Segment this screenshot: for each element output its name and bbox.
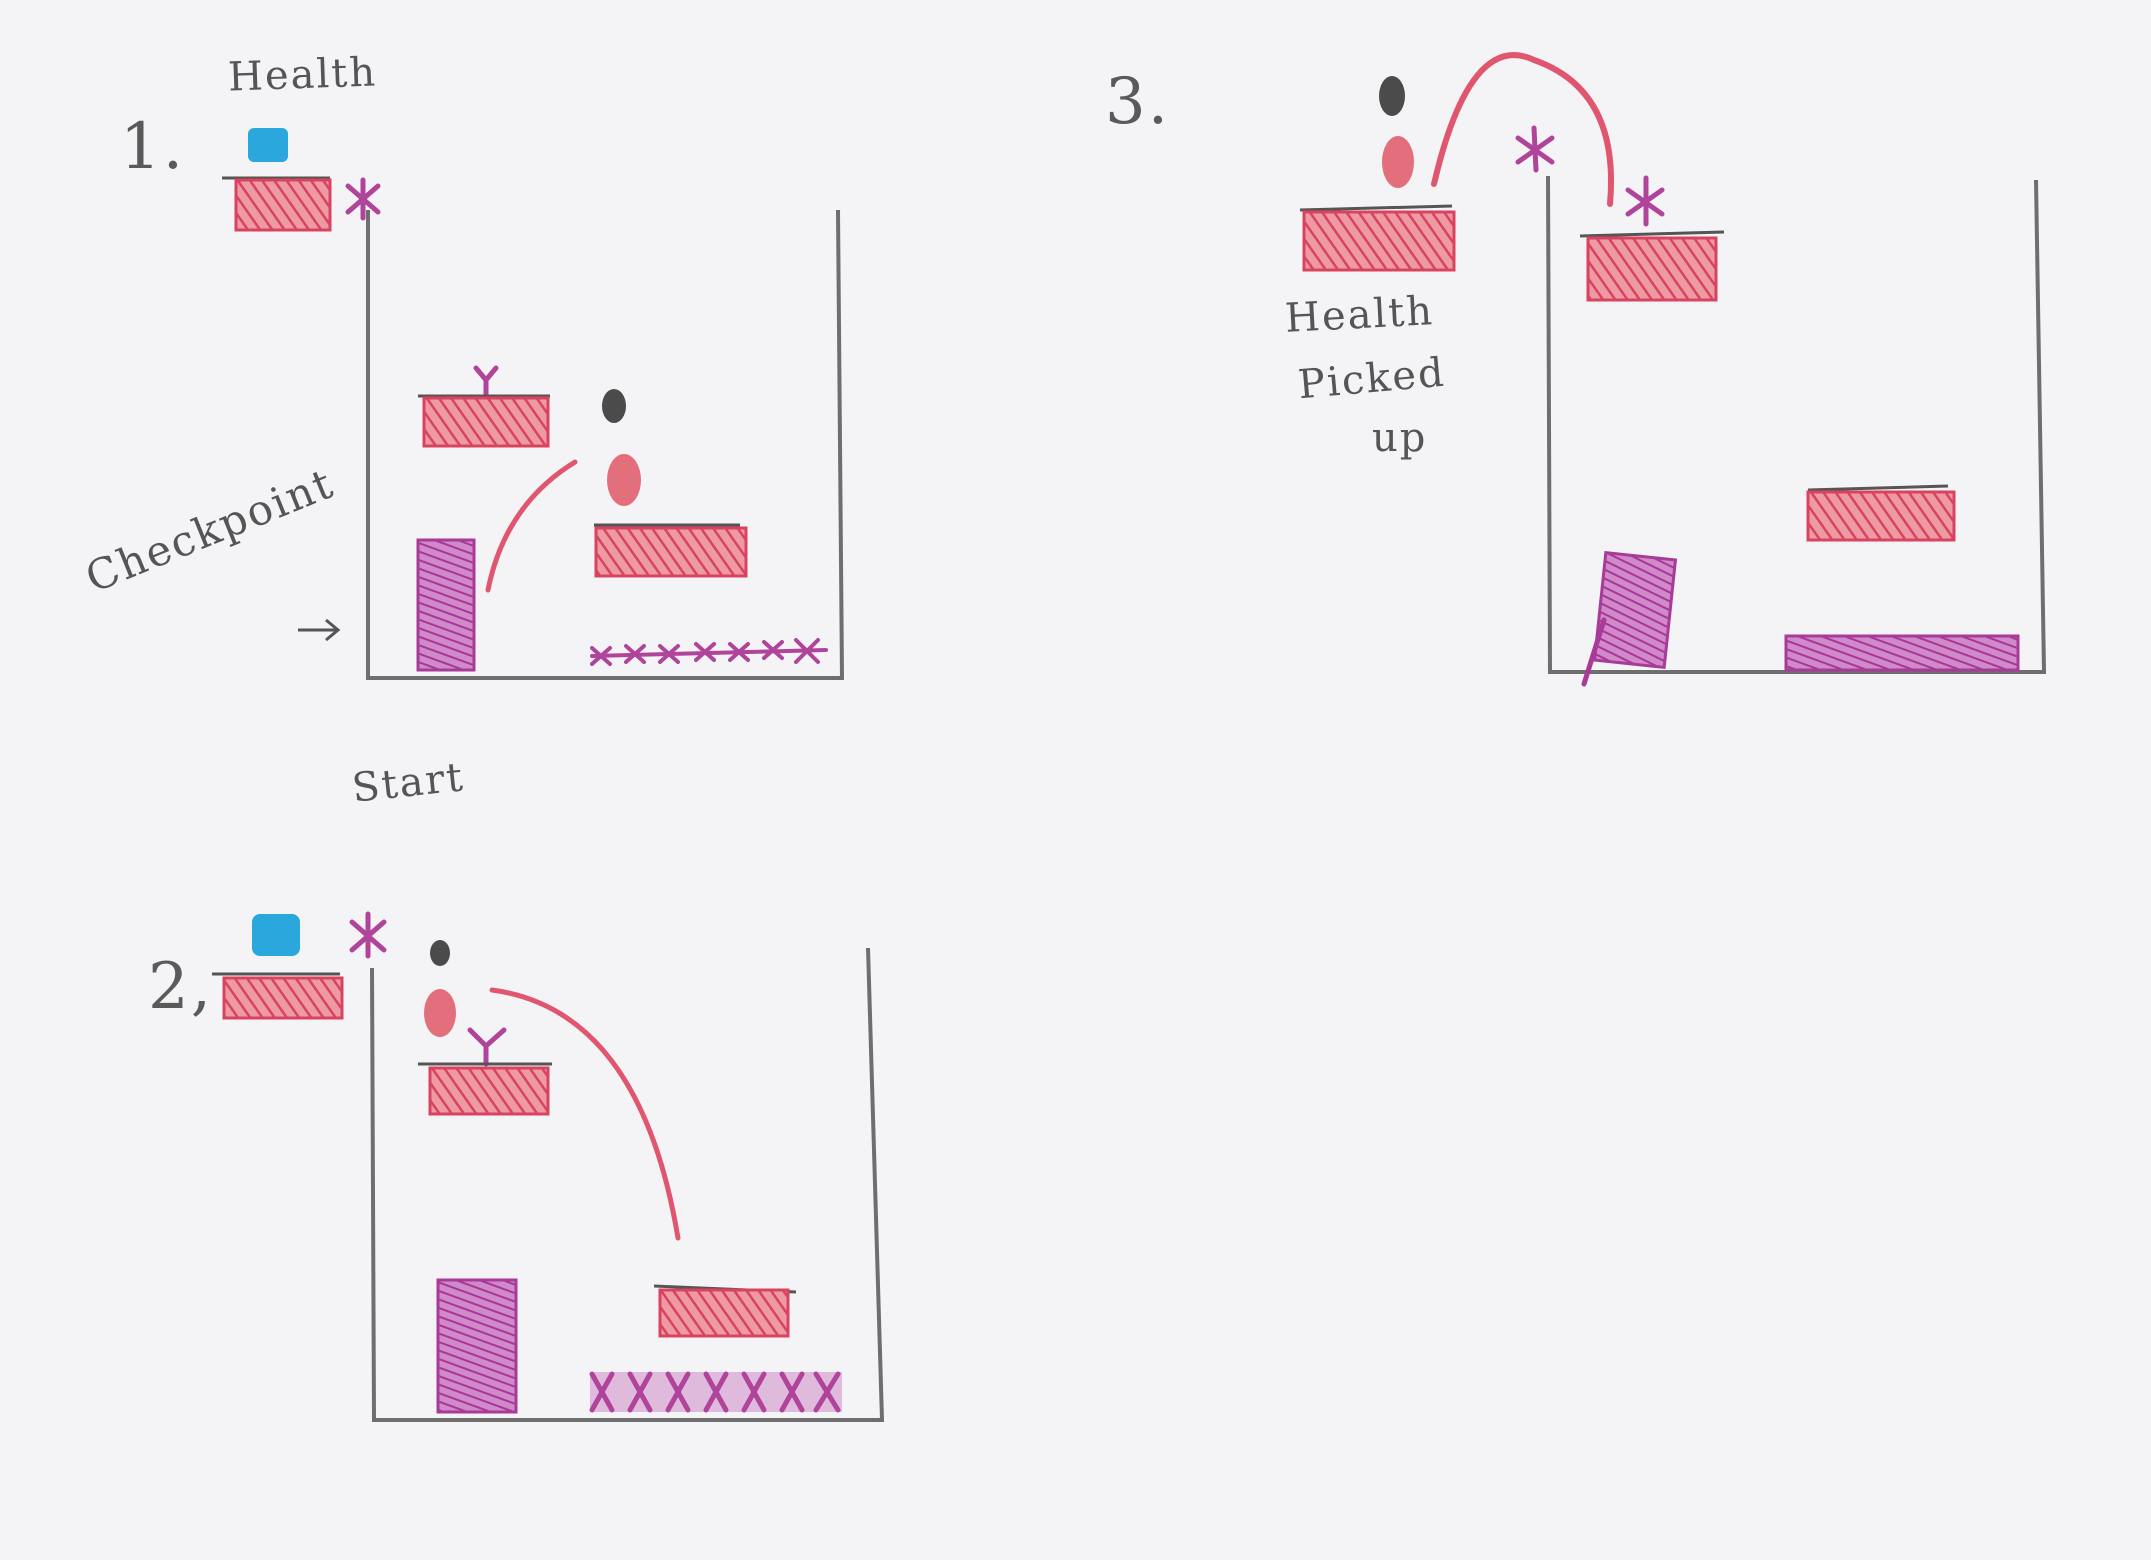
player-body [607, 454, 641, 506]
platform-upper [422, 396, 550, 448]
platform-left [1302, 210, 1456, 272]
hud-spike-icon [1515, 125, 1555, 173]
hud-health-pickup [252, 914, 300, 956]
jump-arc [485, 459, 578, 593]
checkpoint-flag [416, 538, 476, 672]
jump-arc [489, 987, 681, 1241]
hud-platform [222, 976, 344, 1020]
platform-lower [658, 1288, 790, 1338]
panel-2-walls [370, 947, 885, 1422]
player-body [424, 989, 456, 1037]
health-label: Health [227, 49, 378, 101]
platform-top-line [1299, 204, 1453, 212]
spike-row [589, 1371, 842, 1413]
player-head [1379, 76, 1405, 116]
platform-top-line [1579, 230, 1725, 238]
checkpoint-block [436, 1278, 518, 1414]
health-picked-label: Health [1283, 288, 1436, 342]
panel-2 [212, 911, 885, 1422]
panel-2-number: 2, [148, 950, 214, 1024]
platform-top-line [1807, 484, 1949, 492]
jump-arc [1431, 52, 1614, 207]
enemy-plant [467, 1027, 507, 1067]
checkpoint-arrow [298, 618, 341, 642]
platform-right [1586, 236, 1718, 302]
platform-upper [428, 1066, 550, 1116]
enemy-plant [473, 365, 499, 399]
up-label: up [1372, 415, 1428, 461]
player-head [430, 940, 450, 966]
checkpoint-flag [1592, 550, 1678, 670]
player-body [1382, 136, 1414, 188]
spike-row [1784, 634, 2020, 672]
hud-spike-icon [345, 177, 381, 221]
panel-3-number: 3. [1105, 65, 1171, 139]
hud-health-pickup [248, 128, 288, 162]
checkpoint-pole [1581, 617, 1607, 687]
hud-platform [234, 178, 332, 232]
hud-spike-icon [349, 911, 387, 959]
platform-mid [1806, 490, 1956, 542]
panel-1 [222, 128, 845, 680]
panel-3 [1299, 52, 2047, 687]
panel-3-walls [1546, 175, 2047, 674]
panel-1-walls [366, 209, 845, 680]
spike-row [590, 638, 828, 666]
enemy-plant [1625, 175, 1665, 227]
platform-right [594, 526, 748, 578]
panel-1-number: 1. [120, 110, 186, 184]
player-head [602, 389, 626, 423]
